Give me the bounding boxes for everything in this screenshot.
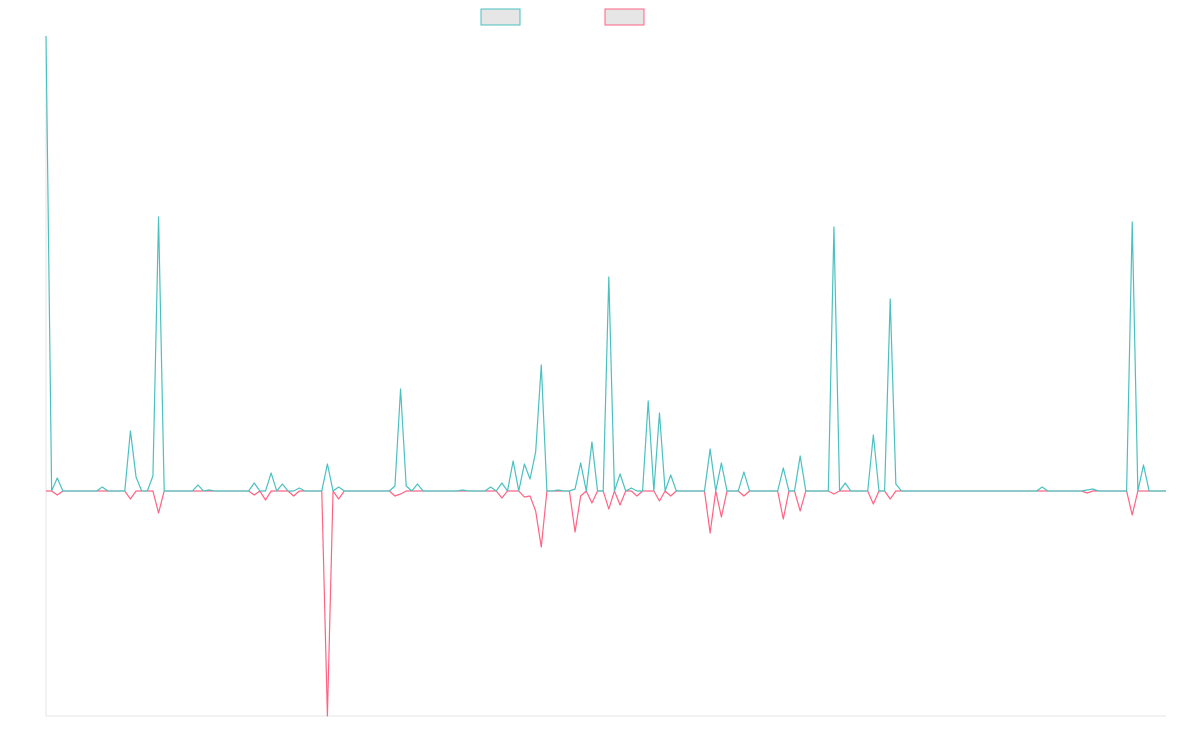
series-line <box>45 35 1166 492</box>
legend-swatch <box>604 8 645 26</box>
legend-swatch <box>480 8 521 26</box>
series-line <box>46 490 1166 717</box>
